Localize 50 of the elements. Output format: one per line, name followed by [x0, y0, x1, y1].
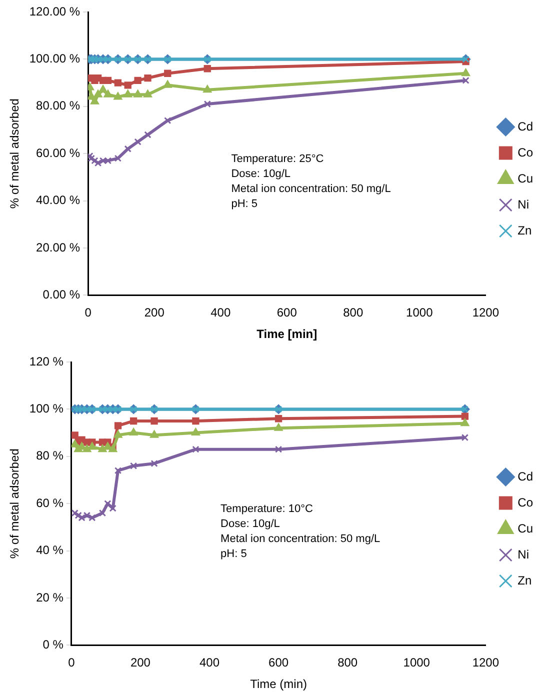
- annotation: Temperature: 10°C: [220, 503, 314, 516]
- legend-label: Cd: [518, 119, 534, 134]
- y-tick-label: 120 %: [29, 354, 64, 368]
- x-tick-label: 400: [199, 656, 220, 670]
- y-tick-label: 0 %: [42, 638, 64, 652]
- legend-label: Cu: [518, 171, 534, 186]
- legend-label: Zn: [518, 573, 532, 588]
- y-axis-title: % of metal adsorbed: [8, 448, 22, 559]
- x-tick-label: 1000: [406, 306, 434, 320]
- y-tick-label: 80.00 %: [36, 98, 80, 113]
- annotation: pH: 5: [220, 548, 247, 560]
- x-tick-label: 600: [276, 306, 298, 320]
- x-axis-title: Time (min): [250, 677, 307, 692]
- x-axis-title: Time [min]: [256, 327, 318, 342]
- annotation: Metal ion concentration: 50 mg/L: [231, 183, 391, 196]
- legend-label: Co: [518, 145, 534, 160]
- legend-label: Co: [518, 495, 534, 510]
- y-axis-title: % of metal adsorbed: [8, 98, 22, 209]
- y-tick-label: 120.00 %: [29, 4, 80, 18]
- annotation: Temperature: 25°C: [231, 153, 324, 166]
- x-tick-label: 600: [268, 656, 289, 670]
- x-tick-label: 800: [343, 306, 364, 320]
- x-tick-label: 200: [144, 306, 165, 320]
- annotation: Metal ion concentration: 50 mg/L: [220, 533, 380, 546]
- legend-label: Ni: [518, 547, 530, 562]
- y-tick-label: 60 %: [36, 496, 64, 510]
- x-tick-label: 800: [338, 656, 358, 670]
- annotation: Dose: 10g/L: [220, 518, 280, 530]
- x-tick-label: 0: [68, 656, 76, 670]
- x-tick-label: 1200: [472, 656, 500, 670]
- x-tick-label: 200: [130, 656, 151, 670]
- y-tick-label: 40 %: [36, 543, 64, 558]
- legend-label: Cu: [518, 521, 534, 536]
- y-tick-label: 60.00 %: [36, 146, 80, 160]
- y-tick-label: 80 %: [36, 448, 64, 463]
- y-tick-label: 100.00 %: [29, 52, 80, 66]
- x-tick-label: 400: [210, 306, 231, 320]
- annotation: Dose: 10g/L: [231, 168, 291, 180]
- y-tick-label: 0.00 %: [42, 288, 80, 302]
- legend-label: Cd: [518, 469, 534, 484]
- legend-label: Ni: [518, 197, 530, 212]
- x-tick-label: 1200: [472, 306, 500, 320]
- y-tick-label: 100 %: [29, 402, 64, 416]
- y-tick-label: 20 %: [36, 590, 64, 604]
- x-tick-label: 0: [84, 306, 92, 320]
- x-tick-label: 1000: [403, 656, 430, 670]
- y-tick-label: 20.00 %: [36, 240, 80, 254]
- legend-label: Zn: [518, 223, 532, 238]
- annotation: pH: 5: [231, 198, 258, 210]
- y-tick-label: 40.00 %: [36, 193, 80, 208]
